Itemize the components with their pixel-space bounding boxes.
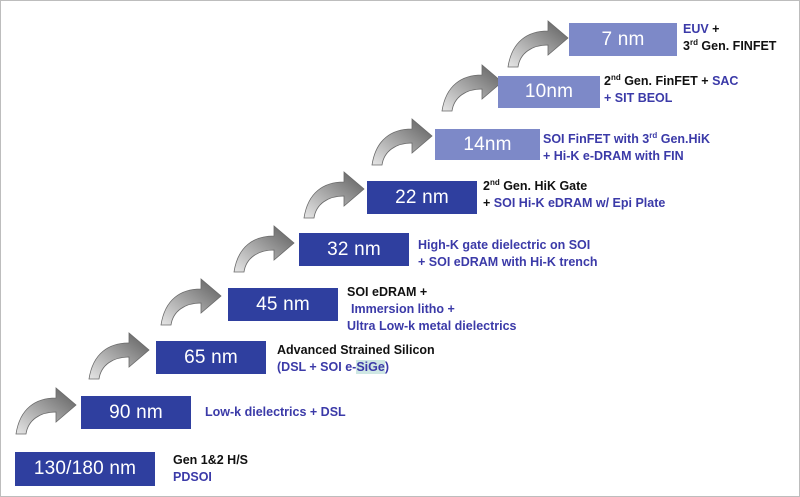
node-65nm: 65 nm [156,341,266,374]
label-line: 3rd Gen. FINFET [683,38,776,55]
label-part: (DSL + SOI e- [277,360,357,374]
label-line: + Hi-K e-DRAM with FIN [543,149,684,163]
label-32nm: High-K gate dielectric on SOI + SOI eDRA… [418,237,598,271]
label-line: + SIT BEOL [604,91,673,105]
label-45nm: SOI eDRAM + Immersion litho + Ultra Low-… [347,284,517,335]
node-7nm: 7 nm [569,23,677,56]
label-14nm: SOI FinFET with 3rd Gen.HiK + Hi-K e-DRA… [543,131,710,165]
label-line: SOI eDRAM + [347,285,428,299]
label-130-180nm: Gen 1&2 H/S PDSOI [173,452,248,486]
label-part: + [708,22,720,36]
label-line: (DSL + SOI e-SiGe) [277,359,435,376]
label-line: Low-k dielectrics + DSL [205,405,346,419]
arrow-icon [441,64,503,112]
arrow-icon [371,118,433,166]
label-7nm: EUV + 3rd Gen. FINFET [683,21,776,55]
label-90nm: Low-k dielectrics + DSL [205,404,346,421]
node-10nm: 10nm [498,76,600,108]
arrow-icon [507,20,569,68]
node-22nm: 22 nm [367,181,477,214]
label-line: Ultra Low-k metal dielectrics [347,319,517,333]
label-sup: nd [489,178,500,187]
node-45nm: 45 nm [228,288,338,321]
highlighted-term: SiGe [356,360,385,374]
label-part: 2 [483,179,490,193]
label-line: PDSOI [173,470,212,484]
node-14nm: 14nm [435,129,540,160]
label-part: 3 [683,39,690,53]
arrow-icon [15,387,77,435]
label-part: 2 [604,74,611,88]
label-line: SOI FinFET with 3rd Gen.HiK [543,131,710,148]
node-130-180nm: 130/180 nm [15,452,155,486]
label-line: Advanced Strained Silicon [277,343,435,357]
label-part: SAC [712,74,739,88]
label-part: Gen. HiK Gate [499,179,588,193]
label-line: High-K gate dielectric on SOI [418,238,591,252]
label-65nm: Advanced Strained Silicon (DSL + SOI e-S… [277,342,435,376]
label-part: Gen. FinFET + [620,74,713,88]
label-line: + SOI Hi-K eDRAM w/ Epi Plate [483,195,665,212]
node-32nm: 32 nm [299,233,409,266]
arrow-icon [160,278,222,326]
label-sup: rd [649,131,658,140]
label-part: + [483,196,494,210]
label-line: EUV + [683,21,776,38]
arrow-icon [233,225,295,273]
node-90nm: 90 nm [81,396,191,429]
label-part: Gen. FINFET [697,39,777,53]
label-line: + SOI eDRAM with Hi-K trench [418,255,598,269]
label-line: Immersion litho + [351,302,455,316]
label-line: Gen 1&2 H/S [173,453,249,467]
label-22nm: 2nd Gen. HiK Gate + SOI Hi-K eDRAM w/ Ep… [483,178,665,212]
label-sup: nd [610,73,621,82]
arrow-icon [303,171,365,219]
label-part: EUV [683,22,709,36]
label-line: 2nd Gen. HiK Gate [483,178,665,195]
label-part: Gen.HiK [657,132,711,146]
label-sup: rd [689,38,698,47]
label-10nm: 2nd Gen. FinFET + SAC + SIT BEOL [604,73,738,107]
label-part: ) [384,360,389,374]
label-line: 2nd Gen. FinFET + SAC [604,73,738,90]
label-part: SOI FinFET with 3 [543,132,650,146]
label-part: SOI Hi-K eDRAM w/ Epi Plate [493,196,666,210]
arrow-icon [88,332,150,380]
